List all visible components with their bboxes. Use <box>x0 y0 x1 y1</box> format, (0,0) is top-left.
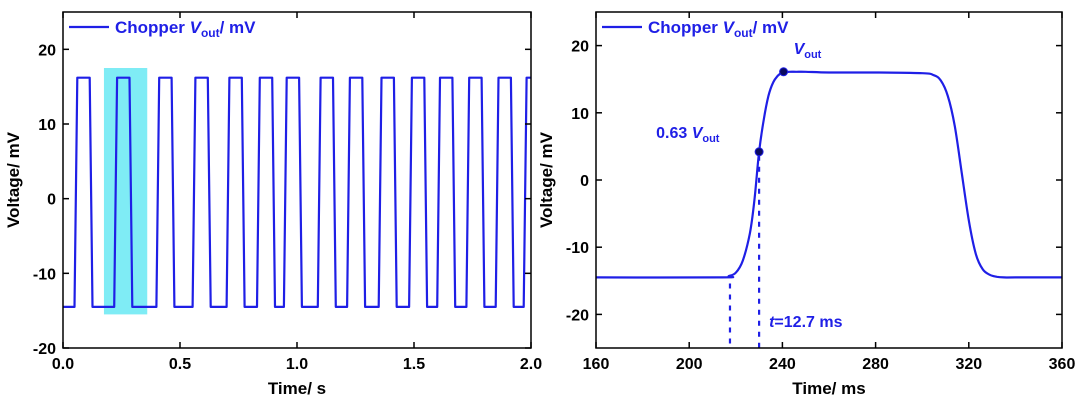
plot-frame <box>595 11 1063 349</box>
chopper-vout-trace-zoom <box>595 70 1062 279</box>
point-label-vout: Vout <box>794 41 822 61</box>
x-tick-label: 320 <box>955 356 982 373</box>
x-tick-label: 1.5 <box>403 356 425 373</box>
x-tick-label: 280 <box>862 356 889 373</box>
x-axis-label: Time/ s <box>268 379 326 398</box>
y-tick-label: -20 <box>33 341 56 358</box>
data-points <box>754 67 789 157</box>
point-label-063-vout: 0.63 Vout <box>656 125 720 145</box>
y-axis-label: Voltage/ mV <box>4 131 23 228</box>
point-label-symbol: V <box>692 125 704 142</box>
legend-suffix: / mV <box>753 18 790 37</box>
y-tick-label: -10 <box>566 240 589 257</box>
chopper-vout-trace <box>63 76 531 308</box>
right-axes: 160 200 240 280 320 360 20 10 0 -10 -20 <box>566 11 1076 373</box>
legend-label: Chopper Vout/ mV <box>648 18 789 40</box>
x-tick-label: 0.5 <box>169 356 191 373</box>
x-tick-label: 2.0 <box>520 356 542 373</box>
marked-point <box>754 147 764 157</box>
left-chart: 0.0 0.5 1.0 1.5 2.0 20 10 0 -10 -20 Chopper Vout/… <box>4 11 542 398</box>
point-label-sub: out <box>804 49 821 61</box>
highlight-region <box>103 68 148 315</box>
point-label-main: 0.63 <box>656 125 692 142</box>
point-label-sub: out <box>702 133 719 145</box>
legend-symbol: V <box>190 18 203 37</box>
legend-symbol: V <box>723 18 736 37</box>
legend-label: Chopper Vout/ mV <box>115 18 256 40</box>
legend-subscript: out <box>734 26 753 40</box>
legend-prefix: Chopper <box>648 18 723 37</box>
point-label-symbol: V <box>794 41 806 58</box>
marked-point <box>779 67 789 77</box>
x-tick-label: 0.0 <box>52 356 74 373</box>
left-axes: 0.0 0.5 1.0 1.5 2.0 20 10 0 -10 -20 <box>33 11 542 373</box>
left-legend: Chopper Vout/ mV <box>69 18 256 40</box>
x-tick-label: 240 <box>769 356 796 373</box>
y-tick-label: 10 <box>571 106 589 123</box>
y-tick-label: 20 <box>38 42 56 59</box>
legend-prefix: Chopper <box>115 18 190 37</box>
x-tick-label: 1.0 <box>286 356 308 373</box>
y-tick-label: -10 <box>33 266 56 283</box>
annotation-text: =12.7 ms <box>774 314 842 331</box>
y-tick-label: 0 <box>580 173 589 190</box>
y-tick-label: 10 <box>38 117 56 134</box>
rise-time-annotation: t=12.7 ms <box>769 314 842 331</box>
x-tick-label: 360 <box>1049 356 1076 373</box>
annotation-italic: t <box>769 314 775 331</box>
y-tick-label: 20 <box>571 39 589 56</box>
legend-subscript: out <box>201 26 220 40</box>
x-axis-label: Time/ ms <box>792 379 865 398</box>
x-tick-label: 200 <box>676 356 703 373</box>
y-tick-label: 0 <box>47 192 56 209</box>
right-chart: 160 200 240 280 320 360 20 10 0 -10 -20 Chopper Vo… <box>537 11 1076 398</box>
y-axis-label: Voltage/ mV <box>537 131 556 228</box>
legend-suffix: / mV <box>220 18 257 37</box>
x-tick-label: 160 <box>583 356 610 373</box>
right-legend: Chopper Vout/ mV <box>602 18 789 40</box>
y-tick-label: -20 <box>566 307 589 324</box>
